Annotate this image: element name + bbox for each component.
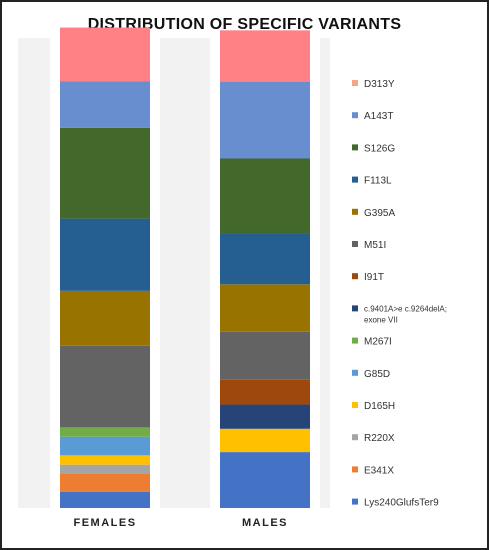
bar-segment-females-m51i [60, 345, 150, 428]
bar-segment-males-lys240glufster9 [220, 452, 310, 508]
bar-segment-females-lys240glufster9 [60, 491, 150, 508]
x-tick-label-females: FEMALES [73, 517, 136, 529]
legend-label-s126g: S126G [364, 143, 395, 154]
x-tick-label-males: MALES [242, 517, 288, 529]
legend-swatch-g85d [352, 369, 358, 376]
bar-segment-males-c-9401a-e-c-9264dela-exone-vii [220, 404, 310, 429]
bar-segment-females-m267i [60, 427, 150, 437]
legend-label-i91t: I91T [364, 272, 384, 283]
bar-segment-females-d313y [60, 27, 150, 82]
x-axis-labels: FEMALES MALES [73, 517, 288, 529]
bar-segment-males-i91t [220, 379, 310, 405]
legend-label-m267i: M267I [364, 337, 392, 348]
bar-segment-females-f113l [60, 218, 150, 291]
legend-swatch-e341x [352, 466, 358, 473]
legend-swatch-m51i [352, 241, 358, 247]
legend-label-g85d: G85D [364, 369, 390, 380]
legend-label-a143t: A143T [364, 111, 393, 122]
bar-segment-males-s126g [220, 158, 310, 234]
legend-swatch-g395a [352, 208, 358, 215]
bar-segment-males-g395a [220, 284, 310, 332]
legend-label-r220x: R220X [364, 433, 395, 444]
bar-segment-females-r220x [60, 464, 150, 474]
legend-swatch-a143t [352, 112, 358, 119]
legend-label-d313y: D313Y [364, 79, 395, 90]
bar-segment-males-d313y [220, 30, 310, 82]
bar-segment-females-g395a [60, 290, 150, 346]
legend-swatch-i91t [352, 273, 358, 280]
bar-segment-males-f113l [220, 233, 310, 285]
legend-label-lys240glufster9: Lys240GlufsTer9 [364, 498, 439, 509]
bar-segment-females-s126g [60, 127, 150, 219]
legend-swatch-lys240glufster9 [352, 498, 358, 505]
legend-label-d165h: D165H [364, 401, 395, 412]
legend-label-m51i: M51I [364, 240, 386, 251]
legend-swatch-f113l [352, 176, 358, 183]
legend-swatch-c-9401a-e-c-9264dela-exone-vii [352, 305, 358, 312]
legend-swatch-r220x [352, 434, 358, 441]
bar-segment-females-e341x [60, 473, 150, 492]
legend-label-f113l: F113L [364, 176, 392, 187]
legend-label-c-9401a-e-c-9264dela-exone-vii: c.9401A>e c.9264delA; exone VII [364, 304, 447, 324]
legend-swatch-d313y [352, 80, 358, 86]
bar-segment-males-d165h [220, 428, 310, 453]
bar-segment-females-g85d [60, 436, 150, 456]
legend-swatch-m267i [352, 337, 358, 344]
legend-swatch-d165h [352, 402, 358, 408]
bar-segment-males-m51i [220, 331, 310, 380]
legend: D313Y A143T S126G F113L G395A M51I I91T c.9401A… [352, 79, 447, 509]
bar-segment-females-a143t [60, 81, 150, 128]
legend-label-e341x: E341X [364, 465, 394, 476]
bar-stacks [50, 27, 320, 508]
bar-segment-females-d165h [60, 455, 150, 465]
bar-segment-males-a143t [220, 81, 310, 159]
chart-title: DISTRIBUTION OF SPECIFIC VARIANTS [87, 16, 402, 33]
legend-swatch-s126g [352, 144, 358, 151]
legend-label-g395a: G395A [364, 208, 395, 219]
